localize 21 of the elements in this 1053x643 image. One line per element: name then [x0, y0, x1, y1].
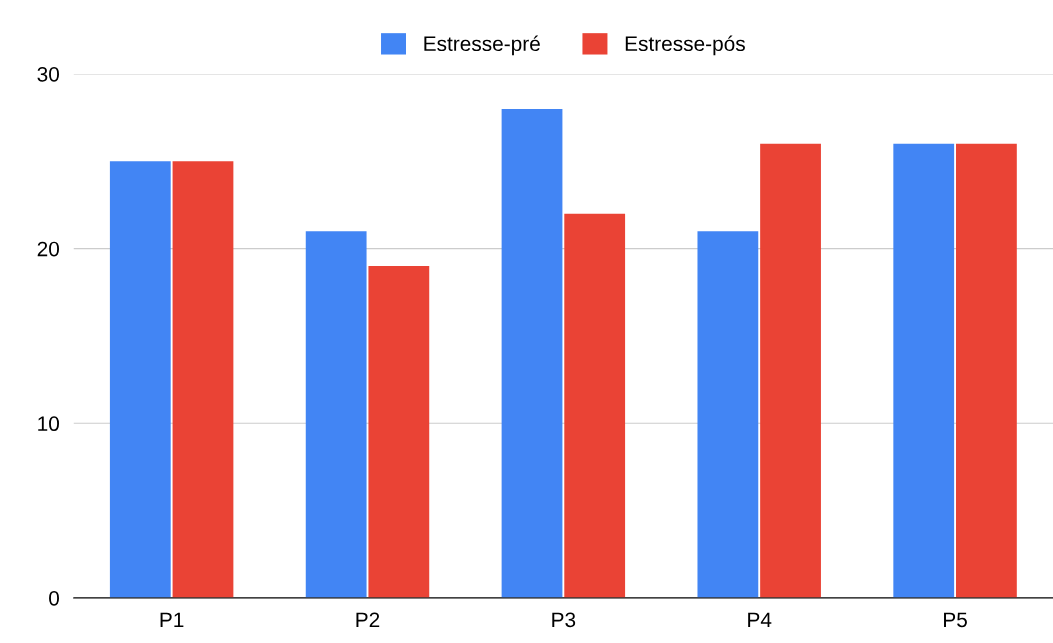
bar [305, 231, 367, 598]
bar [760, 143, 821, 598]
bar [564, 213, 626, 598]
y-tick-label: 0 [49, 590, 60, 606]
bar [893, 143, 955, 598]
bar [172, 161, 234, 598]
x-tick-label: P2 [356, 612, 380, 627]
y-tick-label: 20 [37, 241, 60, 257]
x-tick-label: P5 [944, 612, 967, 628]
bar [956, 143, 1017, 598]
legend-label: Estresse-pós [625, 35, 745, 56]
x-tick-label: P3 [552, 612, 576, 628]
bar [368, 266, 430, 598]
x-tick-label: P1 [160, 612, 184, 627]
bar [501, 108, 563, 598]
bar [109, 161, 171, 598]
x-tick-label: P4 [748, 612, 772, 627]
bar [697, 231, 759, 598]
y-tick-label: 10 [38, 416, 60, 432]
y-tick-label: 30 [37, 66, 60, 82]
legend-label: Estresse-pré [424, 35, 540, 56]
